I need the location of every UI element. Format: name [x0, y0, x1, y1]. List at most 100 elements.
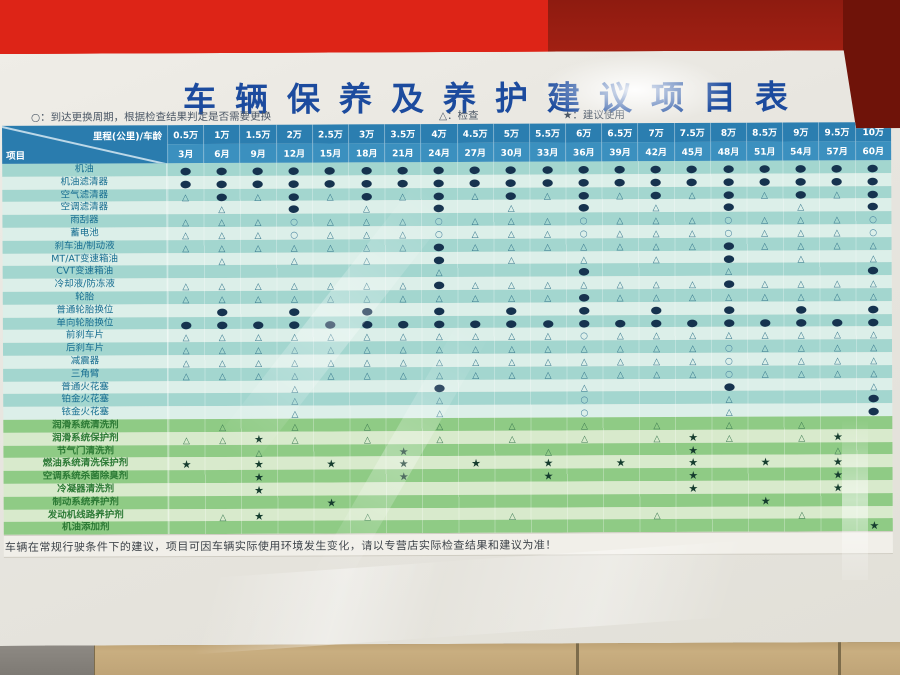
- grid-cell: [385, 392, 421, 405]
- row-label: 空气滤清器: [2, 189, 167, 203]
- grid-cell: [458, 379, 494, 392]
- grid-cell: △: [385, 354, 421, 367]
- grid-cell: ★: [386, 456, 422, 469]
- grid-cell: △: [421, 341, 457, 354]
- grid-cell: [747, 250, 783, 263]
- grid-cell: △: [819, 339, 855, 352]
- grid-cell: △: [638, 251, 674, 264]
- mark-replace-dot: ●: [469, 318, 482, 330]
- mark-replace-dot: ●: [433, 254, 445, 266]
- row-label: 铱金火花塞: [3, 406, 168, 420]
- mark-replace-dot: ●: [468, 164, 481, 176]
- grid-cell: ●: [421, 162, 457, 175]
- grid-cell: [277, 444, 313, 457]
- grid-cell: [168, 393, 204, 406]
- grid-cell: [494, 405, 530, 418]
- mark-replace-dot: ●: [324, 319, 337, 331]
- grid-cell: △: [566, 379, 602, 392]
- grid-cell: ●: [747, 314, 783, 327]
- grid-cell: △: [168, 432, 204, 445]
- grid-cell: [457, 303, 493, 316]
- row-label: 刹车油/制动液: [3, 240, 168, 254]
- grid-cell: △: [168, 342, 204, 355]
- grid-cell: △: [313, 342, 349, 355]
- grid-cell: [349, 265, 385, 278]
- grid-cell: △: [205, 508, 241, 521]
- grid-cell: [349, 393, 385, 406]
- grid-cell: [313, 444, 349, 457]
- grid-cell: △: [349, 252, 385, 265]
- grid-cell: ★: [313, 457, 349, 470]
- grid-cell: ★: [856, 518, 892, 531]
- grid-cell: △: [747, 365, 783, 378]
- grid-cell: ★: [386, 444, 422, 457]
- mileage-label: 4万: [420, 124, 456, 143]
- mark-replace-dot: ●: [650, 304, 663, 316]
- grid-cell: [204, 265, 240, 278]
- mark-replace-dot: ●: [541, 318, 554, 330]
- grid-cell: [204, 406, 240, 419]
- mark-replace-dot: ●: [577, 164, 590, 176]
- grid-cell: [711, 481, 747, 494]
- mark-replace-dot: ●: [686, 317, 699, 329]
- grid-cell: △: [240, 214, 276, 227]
- grid-cell: [386, 508, 422, 521]
- grid-cell: [240, 304, 276, 317]
- grid-cell: [856, 442, 892, 455]
- grid-cell: [603, 430, 639, 443]
- grid-cell: ★: [820, 480, 856, 493]
- grid-cell: [168, 445, 204, 458]
- mark-replace-dot: ●: [722, 176, 735, 188]
- grid-cell: △: [639, 507, 675, 520]
- grid-cell: △: [819, 275, 855, 288]
- grid-cell: [205, 496, 241, 509]
- grid-cell: [819, 301, 855, 314]
- grid-cell: [494, 392, 530, 405]
- grid-cell: [169, 470, 205, 483]
- grid-cell: △: [494, 354, 530, 367]
- grid-cell: △: [566, 340, 602, 353]
- mark-replace-dot: ●: [288, 204, 300, 216]
- column-header-19: 9.5万 57月: [818, 122, 854, 160]
- grid-cell: [458, 418, 494, 431]
- mark-replace-dot: ●: [759, 317, 771, 329]
- grid-cell: △: [276, 252, 312, 265]
- mark-replace-dot: ●: [505, 177, 517, 189]
- grid-cell: [856, 480, 892, 493]
- mark-replace-dot: ●: [867, 316, 880, 328]
- grid-cell: [747, 263, 783, 276]
- grid-cell: [784, 493, 820, 506]
- legend-inspect: △：检查: [438, 109, 479, 123]
- mark-replace-dot: ●: [686, 163, 698, 175]
- grid-cell: [819, 250, 855, 263]
- grid-cell: [674, 199, 710, 212]
- grid-cell: [205, 457, 241, 470]
- grid-cell: △: [168, 240, 204, 253]
- mark-replace-dot: ●: [505, 318, 518, 330]
- grid-cell: ★: [530, 469, 566, 482]
- grid-cell: [494, 469, 530, 482]
- mark-replace-dot: ●: [288, 306, 301, 318]
- grid-cell: [457, 200, 493, 213]
- mileage-label: 2.5万: [312, 124, 348, 143]
- column-header-6: 3万 18月: [348, 124, 384, 162]
- mark-replace-dot: ●: [288, 319, 301, 331]
- grid-cell: [385, 252, 421, 265]
- grid-cell: △: [639, 366, 675, 379]
- grid-cell: [350, 521, 386, 534]
- corner-label-item: 项目: [6, 150, 26, 162]
- grid-cell: [856, 454, 892, 467]
- row-label: 节气门清洗剂: [3, 445, 168, 459]
- grid-cell: [349, 405, 385, 418]
- grid-cell: △: [855, 250, 891, 263]
- wood-seam: [838, 636, 841, 675]
- grid-cell: △: [747, 289, 783, 302]
- grid-cell: ●: [711, 378, 747, 391]
- mark-replace-dot: ●: [722, 317, 735, 329]
- grid-cell: △: [385, 367, 421, 380]
- grid-cell: [639, 468, 675, 481]
- grid-cell: [168, 253, 204, 266]
- grid-cell: [276, 265, 312, 278]
- age-label: 27月: [457, 143, 493, 162]
- grid-cell: [313, 380, 349, 393]
